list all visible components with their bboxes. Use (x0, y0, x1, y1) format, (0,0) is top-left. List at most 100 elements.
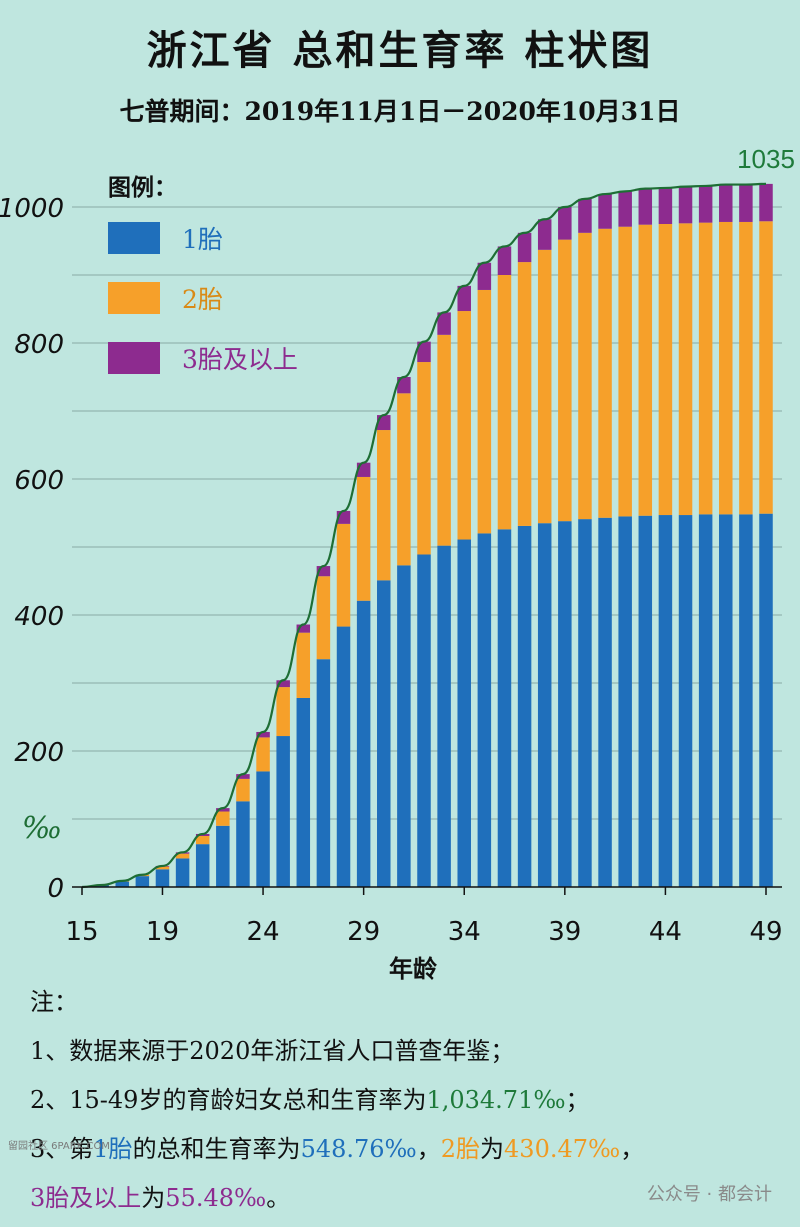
bar-segment (256, 737, 270, 772)
note-3-sep: ， (416, 1135, 441, 1163)
bar-segment (236, 774, 250, 779)
bar-segment (336, 523, 351, 627)
note-2-text: 2、15-49岁的育龄妇女总和生育率为 (30, 1086, 427, 1114)
notes-heading: 注： (30, 988, 78, 1016)
y-tick-label: 600 (14, 466, 64, 496)
bar-segment (457, 539, 471, 887)
y-axis-label: ‰ (22, 811, 62, 846)
bar-segment (336, 626, 351, 887)
chart-subtitle: 七普期间：2019年11月1日－2020年10月31日 (119, 97, 681, 126)
note-3-text3: 为 (480, 1135, 505, 1163)
x-tick-label: 34 (448, 917, 481, 947)
bar-segment (115, 881, 129, 887)
bar-segment (437, 545, 451, 887)
bar-segment (377, 580, 391, 887)
legend-label: 2胎 (182, 285, 223, 314)
bar-segment (477, 533, 492, 887)
bar-segment (195, 844, 210, 887)
bar-segment (558, 207, 572, 240)
bar-segment (296, 632, 311, 698)
corner-watermark: 留园社区 6PARK.COM (8, 1141, 110, 1152)
x-tick-label: 44 (649, 917, 682, 947)
legend-swatch (108, 222, 160, 254)
y-tick-label: 800 (14, 330, 64, 360)
note-3-second-value: 430.47‰ (504, 1135, 621, 1163)
bar-segment (236, 801, 250, 887)
bar-segment (457, 311, 471, 540)
note-3-first: 1胎 (93, 1135, 133, 1163)
note-3-first-value: 548.76‰ (300, 1135, 417, 1163)
bar-segment (417, 554, 431, 887)
note-4-third: 3胎及以上 (30, 1184, 142, 1212)
bar-segment (739, 221, 753, 515)
bar-segment (537, 219, 552, 250)
bar-segment (698, 185, 713, 223)
y-tick-label: 0 (47, 874, 64, 904)
bar-segment (457, 285, 471, 312)
x-tick-label: 19 (146, 917, 179, 947)
y-tick-label: 400 (14, 602, 64, 632)
bar-segment (578, 198, 592, 233)
note-4: 3胎及以上为55.48‰。 (30, 1178, 790, 1213)
bar-segment (638, 515, 653, 887)
x-tick-label: 29 (347, 917, 380, 947)
bar-segment (135, 876, 150, 887)
bar-segment (256, 771, 270, 887)
note-1: 1、数据来源于2020年浙江省人口普查年鉴； (30, 1037, 515, 1065)
bar-segment (759, 513, 773, 887)
bar-segment (216, 825, 230, 887)
bar-segment (598, 194, 612, 229)
note-4-text: 为 (141, 1184, 166, 1212)
total-curve (81, 182, 767, 889)
note-3-sep2: ， (620, 1135, 645, 1163)
bar-segment (678, 223, 693, 516)
bar-segment (719, 514, 733, 887)
bar-segment (356, 600, 371, 887)
stacked-bar-chart: 0 200 400 600 800 1000 ‰ 15 19 24 29 34 39 44 49 年龄 1035… (0, 144, 795, 980)
bar-segment (175, 858, 190, 887)
source-watermark: 公众号 · 都会计 (646, 1184, 772, 1205)
bar-segment (698, 222, 713, 515)
legend-swatch (108, 282, 160, 314)
bar-segment (678, 515, 693, 887)
x-tick-label: 15 (65, 917, 98, 947)
note-2-end: ； (565, 1086, 590, 1114)
bar-segment (417, 362, 431, 555)
bar-segment (618, 226, 632, 517)
bar-segment (719, 184, 733, 222)
bar-segment (216, 808, 230, 812)
bar-segment (739, 184, 753, 222)
note-3: 3、第1胎的总和生育率为548.76‰，2胎为430.47‰， (30, 1129, 790, 1164)
total-annotation: 1035 (737, 144, 795, 174)
bar-segment (517, 525, 532, 887)
bar-segment (296, 624, 311, 633)
bar-segment (296, 697, 311, 887)
bar-segment (598, 228, 612, 518)
bar-segment (497, 275, 512, 530)
bar-segment (417, 341, 431, 363)
bar-segment (477, 262, 492, 290)
bar-segment (658, 515, 673, 887)
bar-segment (558, 521, 572, 887)
bar-segment (537, 249, 552, 524)
bar-segment (638, 224, 653, 516)
bar-segment (276, 736, 290, 887)
bar-segment (397, 377, 411, 394)
notes: 注： 1、数据来源于2020年浙江省人口普查年鉴； 2、15-49岁的育龄妇女总… (30, 982, 790, 1227)
bar-segment (578, 232, 592, 520)
bar-segment (175, 853, 190, 859)
bar-segment (497, 529, 512, 887)
bar-segment (598, 517, 612, 887)
bar-segment (517, 232, 532, 263)
bar-segment (517, 262, 532, 526)
bar-segment (437, 312, 451, 335)
bar-segment (195, 836, 210, 845)
x-tick-label: 24 (247, 917, 280, 947)
bar-segment (276, 687, 290, 737)
bar-segment (256, 731, 270, 738)
bar-segment (759, 221, 773, 514)
note-4-end: 。 (266, 1184, 291, 1212)
bar-segment (316, 566, 331, 577)
bar-segment (658, 224, 673, 516)
bar-segment (698, 514, 713, 887)
